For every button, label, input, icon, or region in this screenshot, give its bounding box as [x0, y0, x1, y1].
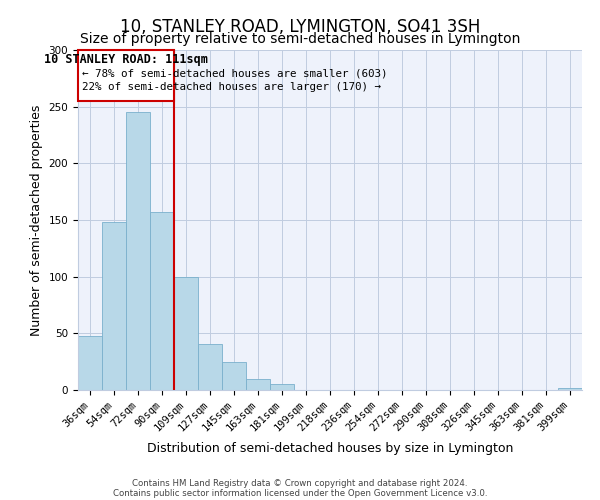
Bar: [222, 362, 246, 390]
Bar: [174, 276, 198, 390]
Text: Contains public sector information licensed under the Open Government Licence v3: Contains public sector information licen…: [113, 488, 487, 498]
Text: Contains HM Land Registry data © Crown copyright and database right 2024.: Contains HM Land Registry data © Crown c…: [132, 478, 468, 488]
Bar: [198, 344, 222, 390]
Text: 22% of semi-detached houses are larger (170) →: 22% of semi-detached houses are larger (…: [82, 82, 380, 92]
Y-axis label: Number of semi-detached properties: Number of semi-detached properties: [30, 104, 43, 336]
X-axis label: Distribution of semi-detached houses by size in Lymington: Distribution of semi-detached houses by …: [147, 442, 513, 454]
Bar: [126, 112, 150, 390]
Bar: [78, 336, 102, 390]
FancyBboxPatch shape: [78, 50, 174, 101]
Text: ← 78% of semi-detached houses are smaller (603): ← 78% of semi-detached houses are smalle…: [82, 68, 387, 78]
Text: Size of property relative to semi-detached houses in Lymington: Size of property relative to semi-detach…: [80, 32, 520, 46]
Bar: [102, 222, 126, 390]
Text: 10, STANLEY ROAD, LYMINGTON, SO41 3SH: 10, STANLEY ROAD, LYMINGTON, SO41 3SH: [120, 18, 480, 36]
Bar: [246, 378, 270, 390]
Text: 10 STANLEY ROAD: 111sqm: 10 STANLEY ROAD: 111sqm: [44, 54, 208, 66]
Bar: [558, 388, 582, 390]
Bar: [270, 384, 294, 390]
Bar: [150, 212, 174, 390]
